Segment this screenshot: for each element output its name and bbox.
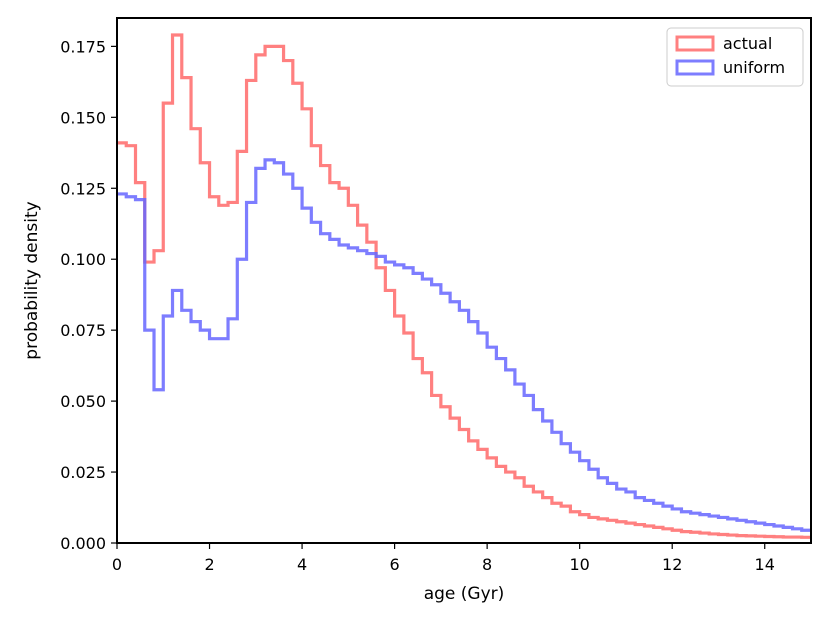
x-tick-label: 6 (390, 555, 400, 574)
x-tick-label: 12 (662, 555, 682, 574)
x-tick-label: 10 (569, 555, 589, 574)
legend-box (666, 27, 804, 87)
y-tick-label: 0.100 (60, 250, 106, 269)
x-tick-label: 2 (204, 555, 214, 574)
legend-swatch-uniform (675, 59, 715, 76)
x-tick-label: 0 (112, 555, 122, 574)
legend-label-actual: actual (723, 34, 772, 53)
series-actual (117, 33, 811, 539)
series-layer (117, 33, 811, 539)
y-tick-label: 0.025 (60, 463, 106, 482)
plot-frame (116, 17, 812, 544)
x-tick-label: 4 (297, 555, 307, 574)
legend-swatch-actual (675, 35, 715, 52)
x-tick-label: 8 (482, 555, 492, 574)
y-axis-label: probability density (22, 201, 42, 359)
y-tick-label: 0.150 (60, 108, 106, 127)
series-uniform (117, 158, 811, 532)
x-axis-label: age (Gyr) (424, 584, 505, 604)
legend: actual uniform (666, 27, 804, 87)
y-tick-label: 0.175 (60, 37, 106, 56)
y-tick-label: 0.125 (60, 179, 106, 198)
y-tick-label: 0.075 (60, 321, 106, 340)
x-tick-label: 14 (755, 555, 775, 574)
legend-label-uniform: uniform (723, 58, 785, 77)
y-axis: 0.000 0.025 0.050 0.075 0.100 0.125 0.150 0.175 (60, 37, 117, 553)
x-axis: 0 2 4 6 8 10 12 14 (112, 543, 775, 574)
y-tick-label: 0.000 (60, 534, 106, 553)
y-tick-label: 0.050 (60, 392, 106, 411)
